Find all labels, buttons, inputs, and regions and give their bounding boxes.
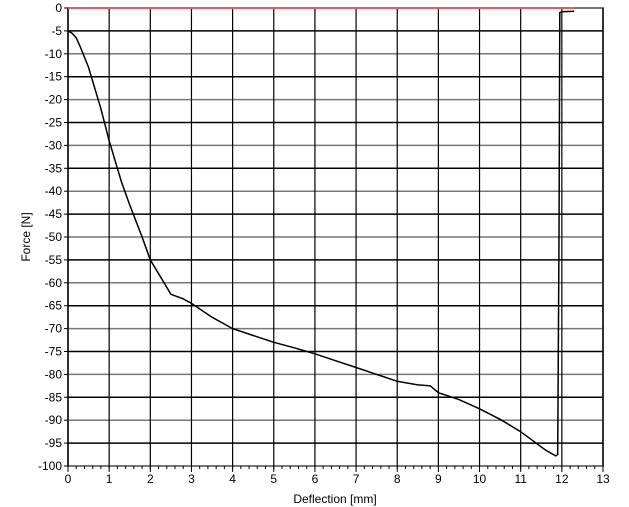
x-tick-label: 8 — [394, 472, 401, 486]
y-tick-label: -25 — [45, 116, 63, 130]
y-tick-label: -70 — [45, 322, 63, 336]
series-lines — [67, 7, 575, 457]
y-tick-label: -95 — [45, 436, 63, 450]
y-tick-label: -45 — [45, 207, 63, 221]
y-tick-label: -15 — [45, 70, 63, 84]
x-tick-label: 7 — [353, 472, 360, 486]
x-tick-label: 5 — [270, 472, 277, 486]
x-tick-label: 9 — [435, 472, 442, 486]
x-axis: 0 1 2 3 4 5 6 7 8 9 10 11 12 13 — [65, 466, 610, 486]
x-tick-label: 4 — [229, 472, 236, 486]
y-tick-label: -75 — [45, 345, 63, 359]
y-tick-label: -40 — [45, 184, 63, 198]
y-tick-label: -65 — [45, 299, 63, 313]
y-tick-label: -85 — [45, 390, 63, 404]
x-tick-label: 10 — [473, 472, 487, 486]
grid — [67, 7, 604, 467]
x-tick-label: 0 — [65, 472, 72, 486]
y-tick-label: -80 — [45, 367, 63, 381]
y-tick-label: -100 — [38, 459, 62, 473]
y-tick-label: 0 — [55, 1, 62, 15]
y-tick-label: -55 — [45, 253, 63, 267]
series-line-0 — [67, 10, 575, 457]
y-tick-label: -5 — [51, 24, 62, 38]
x-axis-label: Deflection [mm] — [293, 492, 376, 506]
x-tick-label: 12 — [555, 472, 569, 486]
y-axis: 0 -5 -10 -15 -20 -25 -30 -35 -40 -45 -50 -55 -60 -65 -… — [38, 1, 68, 473]
y-axis-label: Force [N] — [19, 212, 33, 261]
y-tick-label: -20 — [45, 93, 63, 107]
x-tick-label: 3 — [188, 472, 195, 486]
x-tick-label: 13 — [596, 472, 610, 486]
y-tick-label: -30 — [45, 138, 63, 152]
y-tick-label: -50 — [45, 230, 63, 244]
x-tick-label: 1 — [106, 472, 113, 486]
x-tick-label: 2 — [147, 472, 154, 486]
x-tick-label: 11 — [514, 472, 527, 486]
x-tick-label: 6 — [312, 472, 319, 486]
y-tick-label: -90 — [45, 413, 63, 427]
y-tick-label: -60 — [45, 276, 63, 290]
y-tick-label: -35 — [45, 161, 63, 175]
y-tick-label: -10 — [45, 47, 63, 61]
